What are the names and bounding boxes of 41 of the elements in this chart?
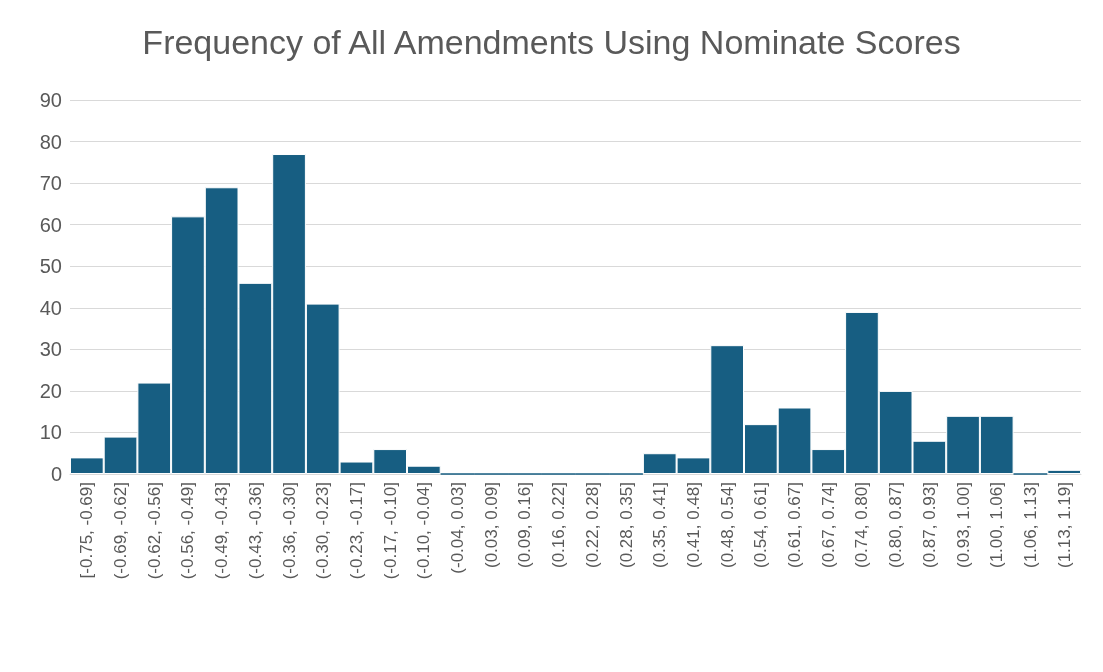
x-tick-label: (0.54, 0.61] xyxy=(751,482,771,569)
x-tick-label: (-0.23, -0.17] xyxy=(346,482,366,580)
x-tick-label: (0.03, 0.09] xyxy=(481,482,501,569)
y-tick-label: 90 xyxy=(39,89,62,111)
x-tick-label: (-0.30, -0.23] xyxy=(313,482,333,580)
x-tick-label: (0.74, 0.80] xyxy=(852,482,872,569)
x-tick-label: (0.67, 0.74] xyxy=(818,482,838,569)
x-tick-label: (0.28, 0.35] xyxy=(616,482,636,569)
y-tick-label: 10 xyxy=(39,421,62,444)
x-tick-label: (-0.49, -0.43] xyxy=(212,482,232,580)
x-tick-label: (-0.69, -0.62] xyxy=(111,482,131,580)
x-tick-label: (-0.43, -0.36] xyxy=(245,482,265,580)
y-tick-label: 80 xyxy=(39,130,62,153)
y-tick-label: 20 xyxy=(39,379,62,402)
y-tick-label: 30 xyxy=(39,338,62,361)
x-tick-label: (1.06, 1.13] xyxy=(1020,482,1040,569)
y-tick-label: 70 xyxy=(39,172,62,195)
x-tick-label: (-0.36, -0.30] xyxy=(279,482,299,580)
chart-title: Frequency of All Amendments Using Nominate Scores xyxy=(142,23,961,61)
x-tick-label: (-0.62, -0.56] xyxy=(144,482,164,580)
x-tick-label: (0.80, 0.87] xyxy=(886,482,906,569)
x-tick-label: (0.35, 0.41] xyxy=(650,482,670,569)
x-tick-label: (1.00, 1.06] xyxy=(987,482,1007,569)
y-tick-label: 60 xyxy=(39,213,62,236)
x-tick-label: (1.13, 1.19] xyxy=(1054,482,1074,569)
x-tick-label: (0.48, 0.54] xyxy=(717,482,737,569)
x-tick-label: (0.61, 0.67] xyxy=(785,482,805,569)
y-tick-label: 50 xyxy=(39,255,62,278)
x-tick-label: (-0.04, 0.03] xyxy=(448,482,468,574)
x-tick-label: [-0.75, -0.69] xyxy=(77,482,97,579)
x-tick-label: (0.93, 1.00] xyxy=(953,482,973,569)
y-tick-label: 0 xyxy=(50,463,62,485)
x-tick-label: (0.22, 0.28] xyxy=(582,482,602,569)
x-tick-label: (0.16, 0.22] xyxy=(549,482,569,569)
x-tick-label: (0.41, 0.48] xyxy=(683,482,703,569)
x-tick-label: (-0.56, -0.49] xyxy=(178,482,198,580)
x-tick-label: (0.87, 0.93] xyxy=(919,482,939,569)
y-tick-label: 40 xyxy=(39,296,62,319)
x-tick-label: (0.09, 0.16] xyxy=(515,482,535,569)
x-tick-label: (-0.17, -0.10] xyxy=(380,482,400,580)
x-tick-label: (-0.10, -0.04] xyxy=(414,482,434,580)
